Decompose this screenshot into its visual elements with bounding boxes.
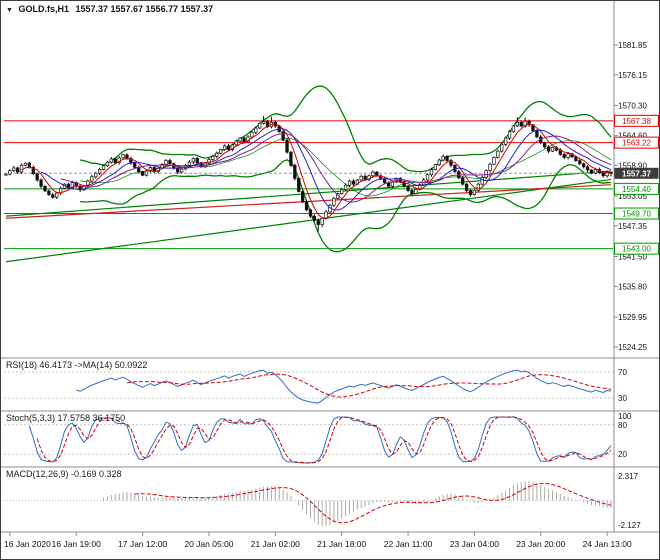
- x-axis-label: 17 Jan 12:00: [118, 539, 167, 549]
- macd-indicator-label: MACD(12,26,9) -0.169 0.328: [6, 469, 122, 479]
- x-axis-label: 22 Jan 11:00: [384, 539, 433, 549]
- svg-text:1570.30: 1570.30: [618, 102, 647, 111]
- moving-average-ribbon: [21, 123, 612, 219]
- svg-text:1541.50: 1541.50: [618, 253, 647, 262]
- svg-text:1557.37: 1557.37: [622, 169, 651, 178]
- symbol-dropdown-icon[interactable]: ▼: [6, 7, 13, 14]
- x-axis-label: 21 Jan 02:00: [251, 539, 300, 549]
- svg-text:1563.22: 1563.22: [622, 139, 651, 148]
- svg-text:1558.90: 1558.90: [618, 161, 647, 170]
- x-axis-label: 16 Jan 19:00: [52, 539, 101, 549]
- level-price-tag: [614, 207, 659, 220]
- level-price-tag: [614, 182, 659, 195]
- svg-text:-2.127: -2.127: [618, 521, 641, 530]
- symbol-timeframe: GOLD.fs,H1: [18, 4, 69, 14]
- svg-text:20: 20: [618, 450, 627, 459]
- svg-text:1554.40: 1554.40: [622, 185, 651, 194]
- level-price-tag: [614, 136, 659, 149]
- rsi-panel: 70 30: [4, 368, 627, 404]
- x-axis-label: 16 Jan 2020: [4, 539, 51, 549]
- chart-header: ▼ GOLD.fs,H1 1557.37 1557.67 1556.77 155…: [6, 4, 213, 14]
- x-axis-labels[interactable]: 16 Jan 2020 16 Jan 19:00 17 Jan 12:00 20 Ja…: [4, 532, 632, 549]
- x-axis-label: 24 Jan 13:00: [583, 539, 632, 549]
- rsi-indicator-label: RSI(18) 46.4173 ->MA(14) 50.0922: [6, 360, 148, 370]
- svg-text:1549.70: 1549.70: [622, 210, 651, 219]
- x-axis-label: 21 Jan 18:00: [317, 539, 366, 549]
- svg-text:1529.95: 1529.95: [618, 313, 647, 322]
- price-axis[interactable]: 1581.85 1576.15 1570.30 1564.60 1558.90 1553.…: [614, 41, 647, 352]
- x-axis-label: 23 Jan 20:00: [516, 539, 565, 549]
- ohlc-readout: 1557.37 1557.67 1556.77 1557.37: [75, 4, 214, 14]
- x-axis-label: 23 Jan 04:00: [450, 539, 499, 549]
- stoch-indicator-label: Stoch(5,3,3) 17.5758 36.1750: [6, 413, 126, 423]
- panel-dividers: [1, 1, 659, 533]
- svg-text:1581.85: 1581.85: [618, 41, 647, 50]
- level-price-tag: [614, 242, 659, 255]
- svg-text:70: 70: [618, 368, 627, 377]
- macd-panel: 2.317 -2.127: [4, 472, 641, 530]
- level-lines-layer[interactable]: [4, 120, 613, 250]
- level-price-tag: [614, 114, 659, 127]
- svg-text:1524.25: 1524.25: [618, 343, 647, 352]
- svg-text:1543.00: 1543.00: [622, 245, 651, 254]
- svg-text:1535.80: 1535.80: [618, 282, 647, 291]
- svg-text:2.317: 2.317: [618, 472, 639, 481]
- current-price-tag: [614, 167, 659, 179]
- svg-text:1547.35: 1547.35: [618, 222, 647, 231]
- svg-text:1553.05: 1553.05: [618, 192, 647, 201]
- x-axis-label: 20 Jan 05:00: [184, 539, 233, 549]
- svg-text:80: 80: [618, 421, 627, 430]
- price-tags[interactable]: 1567.38 1563.22 1554.40 1549.70 1543.00 1557.…: [614, 114, 659, 255]
- svg-text:1567.38: 1567.38: [622, 117, 651, 126]
- svg-text:100: 100: [618, 412, 632, 421]
- svg-text:30: 30: [618, 394, 627, 403]
- svg-text:1564.60: 1564.60: [618, 131, 647, 140]
- svg-text:1576.15: 1576.15: [618, 71, 647, 80]
